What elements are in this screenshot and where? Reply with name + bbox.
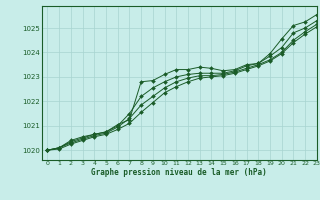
X-axis label: Graphe pression niveau de la mer (hPa): Graphe pression niveau de la mer (hPa) xyxy=(91,168,267,177)
